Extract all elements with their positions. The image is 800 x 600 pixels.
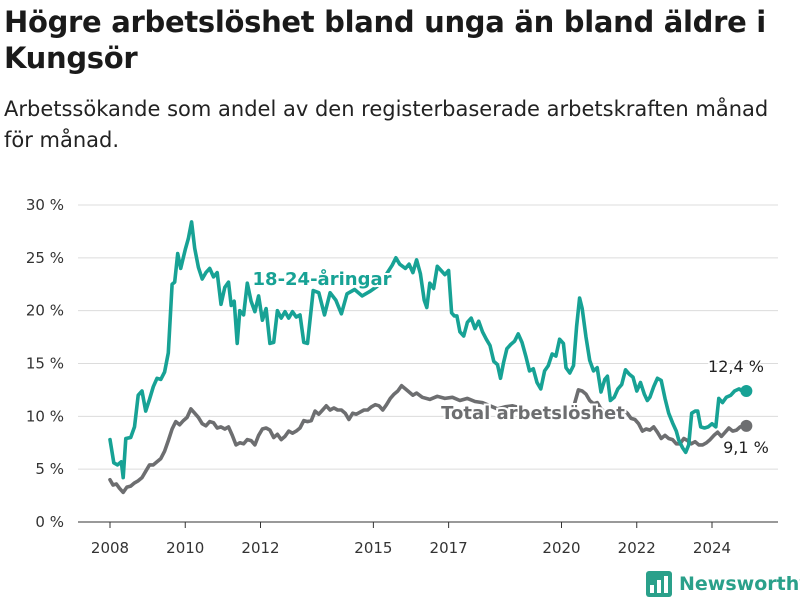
newsworthy-logo: Newsworthy <box>646 570 800 598</box>
series-label-youth: 18-24-åringar <box>253 268 392 290</box>
series-line-total <box>108 383 748 495</box>
end-point-youth <box>740 384 753 397</box>
x-tick-label: 2020 <box>542 539 580 557</box>
y-tick-label: 30 % <box>26 196 64 214</box>
bar-chart-icon <box>646 571 672 597</box>
y-tick-label: 10 % <box>26 407 64 425</box>
end-value-label-total: 9,1 % <box>723 438 769 457</box>
series-line-youth <box>108 220 748 480</box>
x-tick-label: 2012 <box>241 539 279 557</box>
y-tick-label: 25 % <box>26 249 64 267</box>
brand-name: Newsworthy <box>679 573 800 595</box>
chart-subtitle: Arbetssökande som andel av den registerb… <box>4 97 769 152</box>
y-tick-label: 20 % <box>26 302 64 320</box>
series-label-total: Total arbetslöshet <box>441 403 625 424</box>
x-tick-label: 2017 <box>430 539 468 557</box>
y-tick-label: 5 % <box>35 460 64 478</box>
y-tick-label: 15 % <box>26 355 64 373</box>
end-point-total <box>740 419 753 432</box>
x-tick-label: 2015 <box>354 539 392 557</box>
x-tick-label: 2024 <box>693 539 731 557</box>
x-tick-label: 2010 <box>166 539 204 557</box>
y-tick-label: 0 % <box>35 513 64 531</box>
end-value-label-youth: 12,4 % <box>708 357 764 376</box>
x-tick-label: 2022 <box>618 539 656 557</box>
x-tick-label: 2008 <box>91 539 129 557</box>
chart-title: Högre arbetslöshet bland unga än bland ä… <box>4 5 766 75</box>
